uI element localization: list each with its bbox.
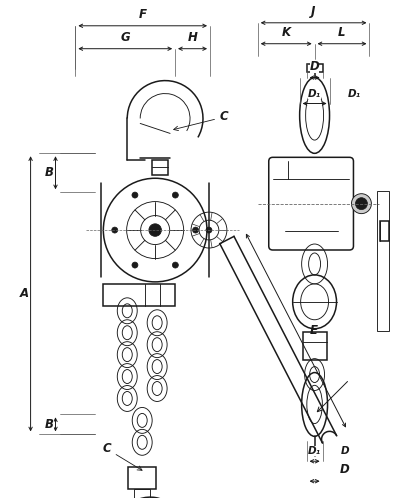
Bar (103, 284, 175, 306)
Bar (378, 191, 389, 331)
Bar (303, 332, 327, 360)
Text: E: E (310, 324, 318, 337)
Text: H: H (188, 31, 197, 44)
Circle shape (206, 227, 212, 233)
Text: A: A (19, 287, 29, 300)
Bar (152, 160, 168, 175)
Text: F: F (139, 8, 147, 21)
Circle shape (172, 262, 178, 268)
Text: D₁: D₁ (308, 88, 321, 98)
Text: B: B (44, 418, 54, 431)
Text: D: D (339, 463, 349, 476)
Text: D: D (310, 59, 320, 73)
Bar (134, 489, 150, 499)
Text: J: J (311, 5, 316, 18)
Text: K: K (281, 26, 291, 39)
Circle shape (355, 198, 367, 210)
Text: C: C (174, 110, 229, 131)
Text: D₁: D₁ (347, 88, 360, 98)
Circle shape (351, 194, 371, 214)
Bar (380, 221, 389, 241)
Text: L: L (338, 26, 346, 39)
Circle shape (193, 227, 198, 233)
Text: C: C (102, 442, 142, 470)
Circle shape (112, 227, 118, 233)
Text: D: D (341, 446, 349, 456)
Circle shape (172, 192, 178, 198)
Text: B: B (44, 166, 54, 179)
Bar (306, 64, 323, 72)
Bar (128, 467, 156, 489)
Circle shape (132, 192, 138, 198)
Circle shape (149, 224, 161, 237)
Text: D₁: D₁ (308, 446, 321, 456)
Circle shape (132, 262, 138, 268)
Text: G: G (120, 31, 130, 44)
